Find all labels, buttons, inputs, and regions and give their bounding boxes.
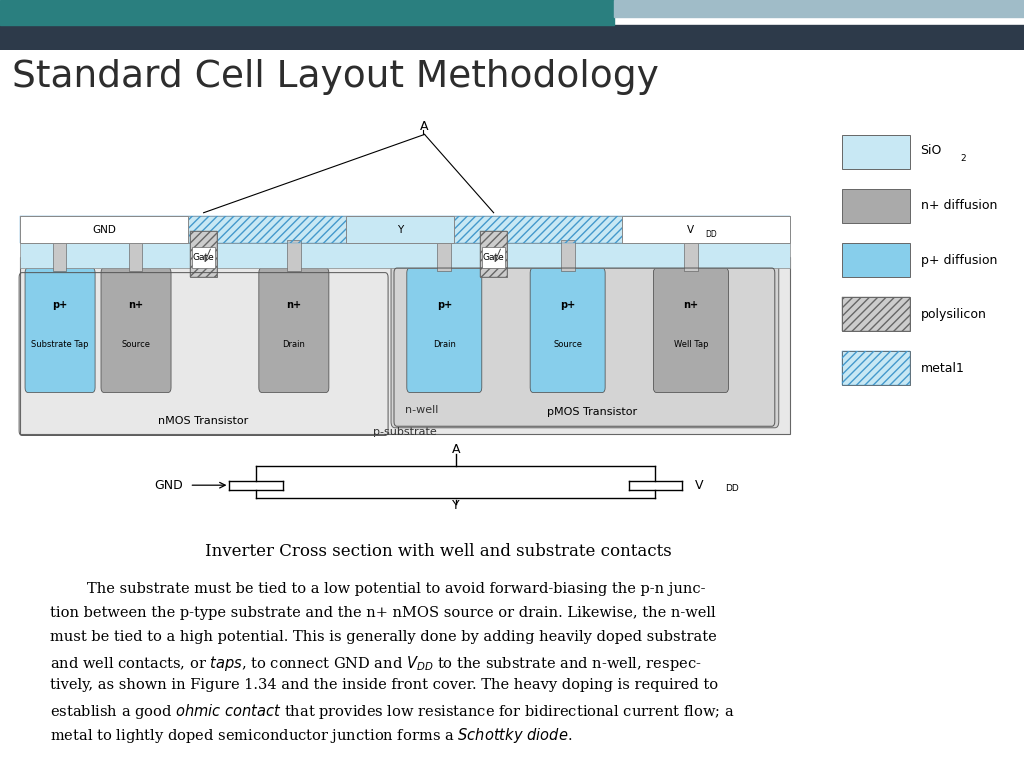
Text: Source: Source: [122, 339, 151, 349]
Bar: [480, 231, 508, 277]
FancyBboxPatch shape: [653, 268, 728, 392]
Text: Drain: Drain: [433, 339, 456, 349]
Text: n+: n+: [128, 300, 143, 310]
Bar: [842, 351, 909, 385]
Text: must be tied to a high potential. This is generally done by adding heavily doped: must be tied to a high potential. This i…: [50, 630, 717, 644]
Text: tively, as shown in Figure 1.34 and the inside front cover. The heavy doping is : tively, as shown in Figure 1.34 and the …: [50, 678, 719, 692]
Text: establish a good $\it{ohmic\ contact}$ that provides low resistance for bidirect: establish a good $\it{ohmic\ contact}$ t…: [50, 702, 735, 721]
Bar: [191, 247, 215, 268]
Text: GND: GND: [92, 224, 116, 235]
Bar: [480, 231, 508, 277]
Bar: [842, 297, 909, 331]
Bar: [288, 240, 301, 271]
Bar: [20, 216, 790, 243]
Text: nMOS Transistor: nMOS Transistor: [159, 416, 249, 426]
FancyBboxPatch shape: [407, 268, 482, 392]
Bar: [561, 240, 574, 271]
FancyBboxPatch shape: [530, 268, 605, 392]
Bar: [437, 240, 452, 271]
Text: polysilicon: polysilicon: [921, 308, 986, 320]
Bar: [20, 257, 790, 434]
Text: p+ diffusion: p+ diffusion: [921, 253, 997, 266]
Text: SiO: SiO: [921, 144, 942, 157]
Bar: [20, 216, 790, 243]
Text: Source: Source: [553, 339, 582, 349]
Text: n-well: n-well: [404, 406, 438, 415]
Bar: [842, 135, 909, 169]
Text: p+: p+: [560, 300, 575, 310]
Text: GND: GND: [154, 478, 182, 492]
FancyBboxPatch shape: [259, 268, 329, 392]
Bar: [842, 189, 909, 223]
Text: Y: Y: [452, 499, 460, 512]
Bar: [842, 351, 909, 385]
Bar: [842, 243, 909, 277]
Bar: [0, 25, 1024, 50]
Text: Inverter Cross section with well and substrate contacts: Inverter Cross section with well and sub…: [205, 542, 672, 560]
Text: and well contacts, or $\it{taps}$, to connect GND and $\it{V}$$_{DD}$ to the sub: and well contacts, or $\it{taps}$, to co…: [50, 654, 702, 673]
Text: n+: n+: [287, 300, 301, 310]
Text: The substrate must be tied to a low potential to avoid forward-biasing the p-n j: The substrate must be tied to a low pote…: [50, 581, 706, 595]
Bar: [614, 0, 1024, 18]
Bar: [684, 240, 698, 271]
Text: Well Tap: Well Tap: [674, 339, 709, 349]
FancyBboxPatch shape: [25, 268, 95, 392]
Bar: [20, 243, 790, 268]
Bar: [189, 231, 217, 277]
Text: Y: Y: [396, 224, 403, 235]
Text: tion between the p-type substrate and the n+ nMOS source or drain. Likewise, the: tion between the p-type substrate and th…: [50, 606, 716, 620]
Bar: [346, 216, 455, 243]
Bar: [842, 297, 909, 331]
Text: metal1: metal1: [921, 362, 965, 375]
Text: metal to lightly doped semiconductor junction forms a $\it{Schottky\ diode}$.: metal to lightly doped semiconductor jun…: [50, 726, 572, 745]
FancyBboxPatch shape: [391, 262, 778, 428]
FancyBboxPatch shape: [101, 268, 171, 392]
Bar: [189, 231, 217, 277]
Text: p-substrate: p-substrate: [373, 427, 436, 438]
Text: p+: p+: [52, 300, 68, 310]
Text: V: V: [687, 224, 694, 235]
Text: Gate: Gate: [193, 253, 214, 262]
Text: Drain: Drain: [283, 339, 305, 349]
Text: n+ diffusion: n+ diffusion: [921, 200, 997, 213]
Bar: [129, 240, 142, 271]
Bar: [622, 216, 790, 243]
Bar: [52, 240, 67, 271]
Text: A: A: [452, 443, 460, 456]
Text: pMOS Transistor: pMOS Transistor: [547, 407, 637, 417]
Text: DD: DD: [725, 484, 739, 492]
Text: DD: DD: [706, 230, 718, 239]
Text: Standard Cell Layout Methodology: Standard Cell Layout Methodology: [12, 59, 659, 95]
Text: n+: n+: [683, 300, 698, 310]
Bar: [0, 0, 614, 25]
Text: Gate: Gate: [482, 253, 505, 262]
Text: V: V: [695, 478, 703, 492]
Bar: [482, 247, 506, 268]
Text: A: A: [420, 121, 429, 133]
Bar: [20, 216, 187, 243]
Text: p+: p+: [436, 300, 452, 310]
Text: 2: 2: [961, 154, 966, 163]
Text: Substrate Tap: Substrate Tap: [32, 339, 89, 349]
